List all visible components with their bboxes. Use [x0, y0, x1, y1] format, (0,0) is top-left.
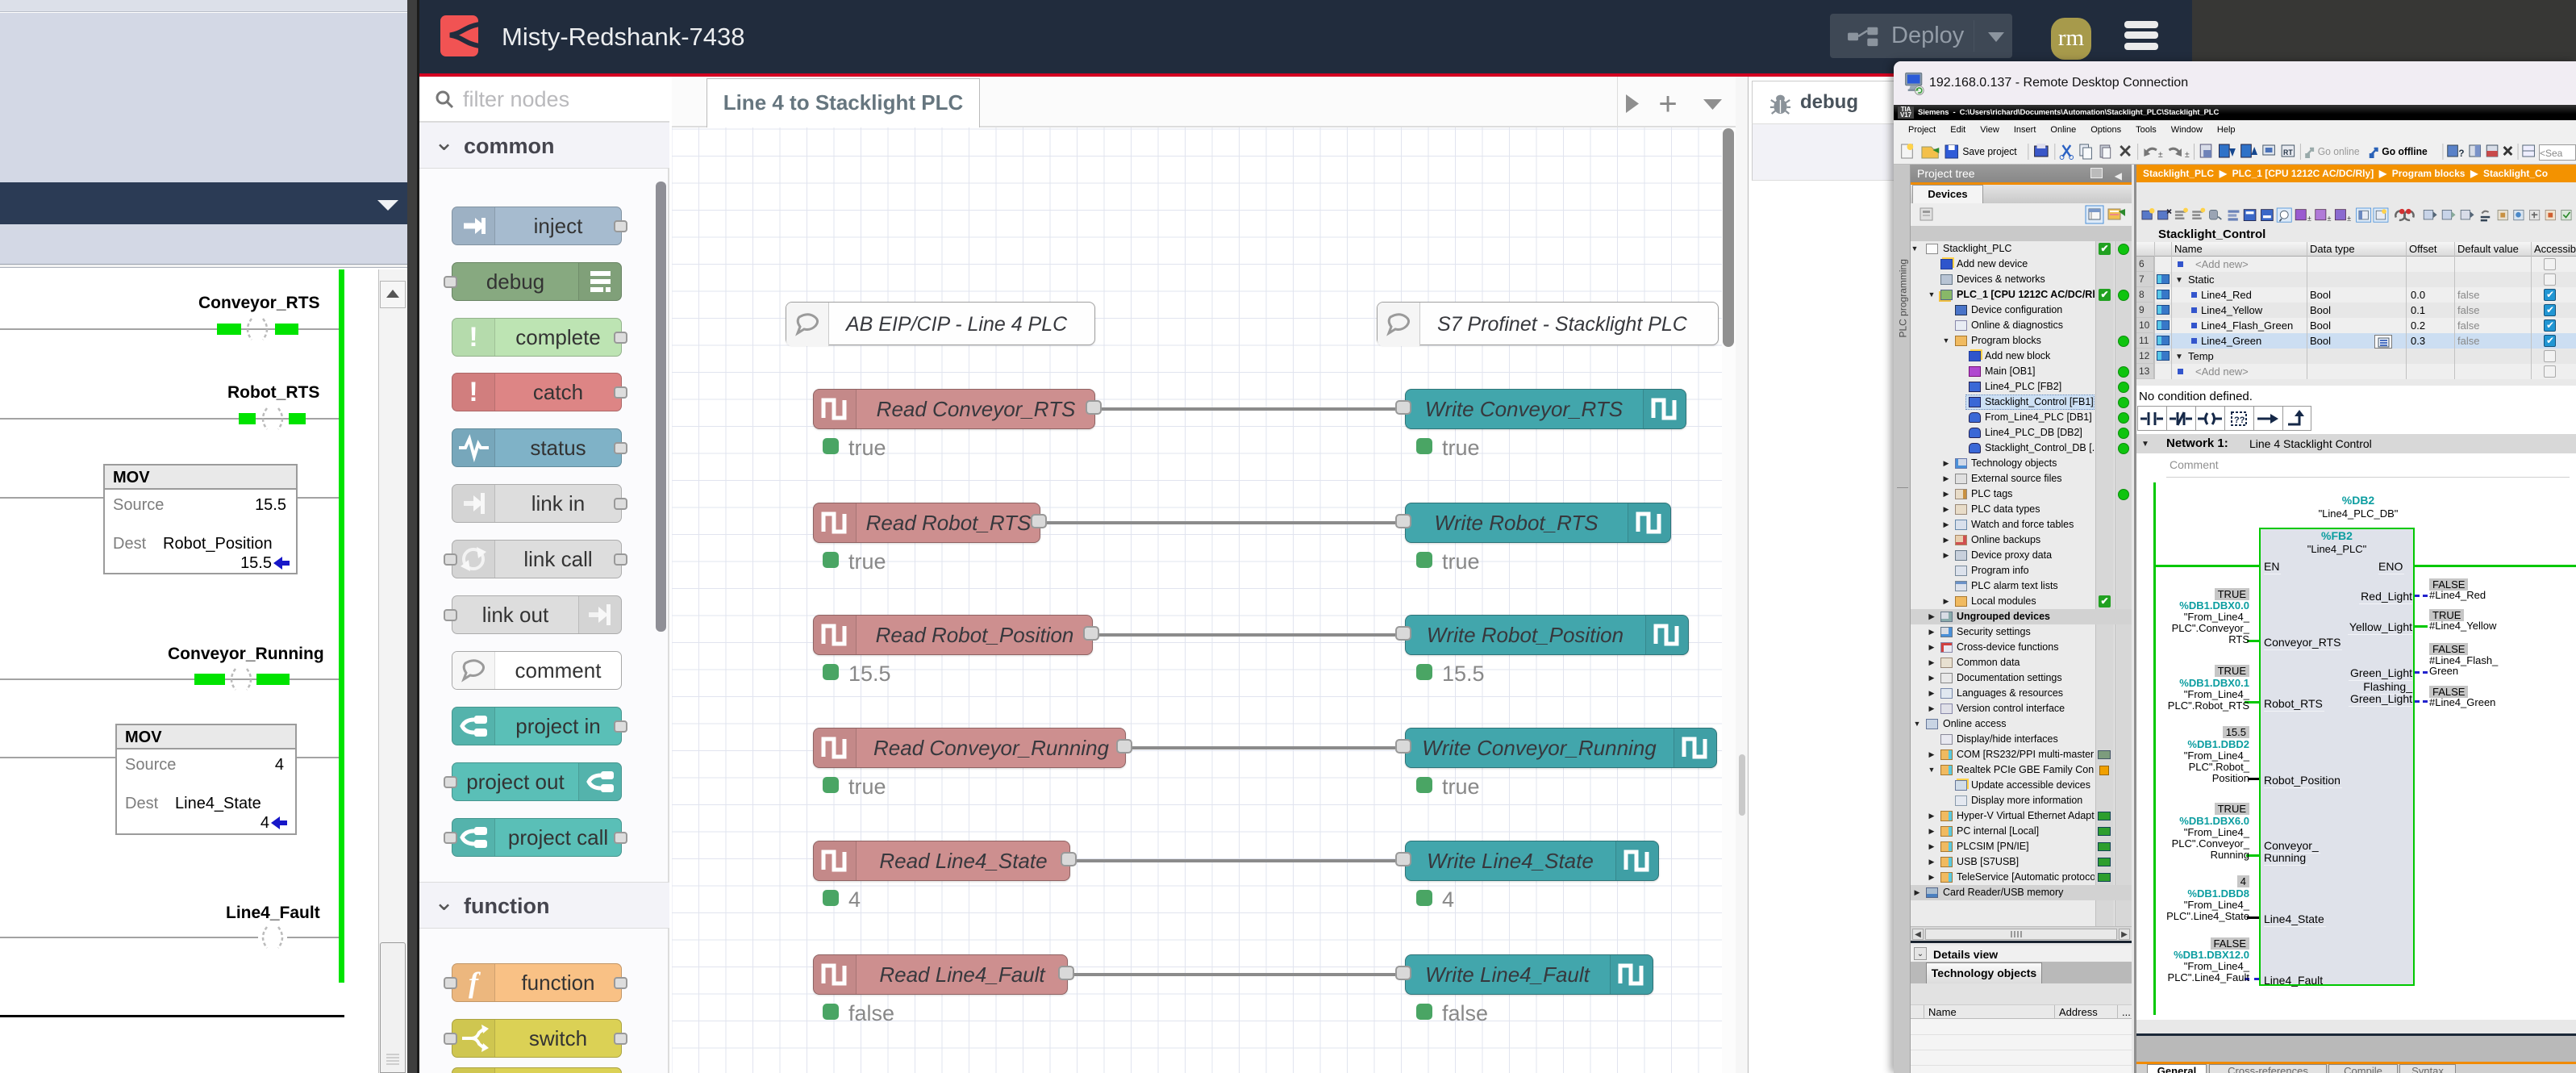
svg-text:±: ±	[2347, 215, 2351, 223]
svg-text:±: ±	[2328, 215, 2332, 223]
svg-text:Go online: Go online	[2318, 146, 2360, 157]
svg-text:±: ±	[2185, 150, 2190, 160]
svg-text:??: ??	[2234, 415, 2245, 425]
svg-text:Save project: Save project	[1962, 146, 2017, 157]
svg-text:?: ?	[2458, 148, 2464, 159]
svg-text:±: ±	[2307, 215, 2311, 223]
svg-text:RT: RT	[2283, 148, 2293, 157]
svg-text:±: ±	[2158, 150, 2163, 160]
svg-text:Go offline: Go offline	[2382, 146, 2428, 157]
